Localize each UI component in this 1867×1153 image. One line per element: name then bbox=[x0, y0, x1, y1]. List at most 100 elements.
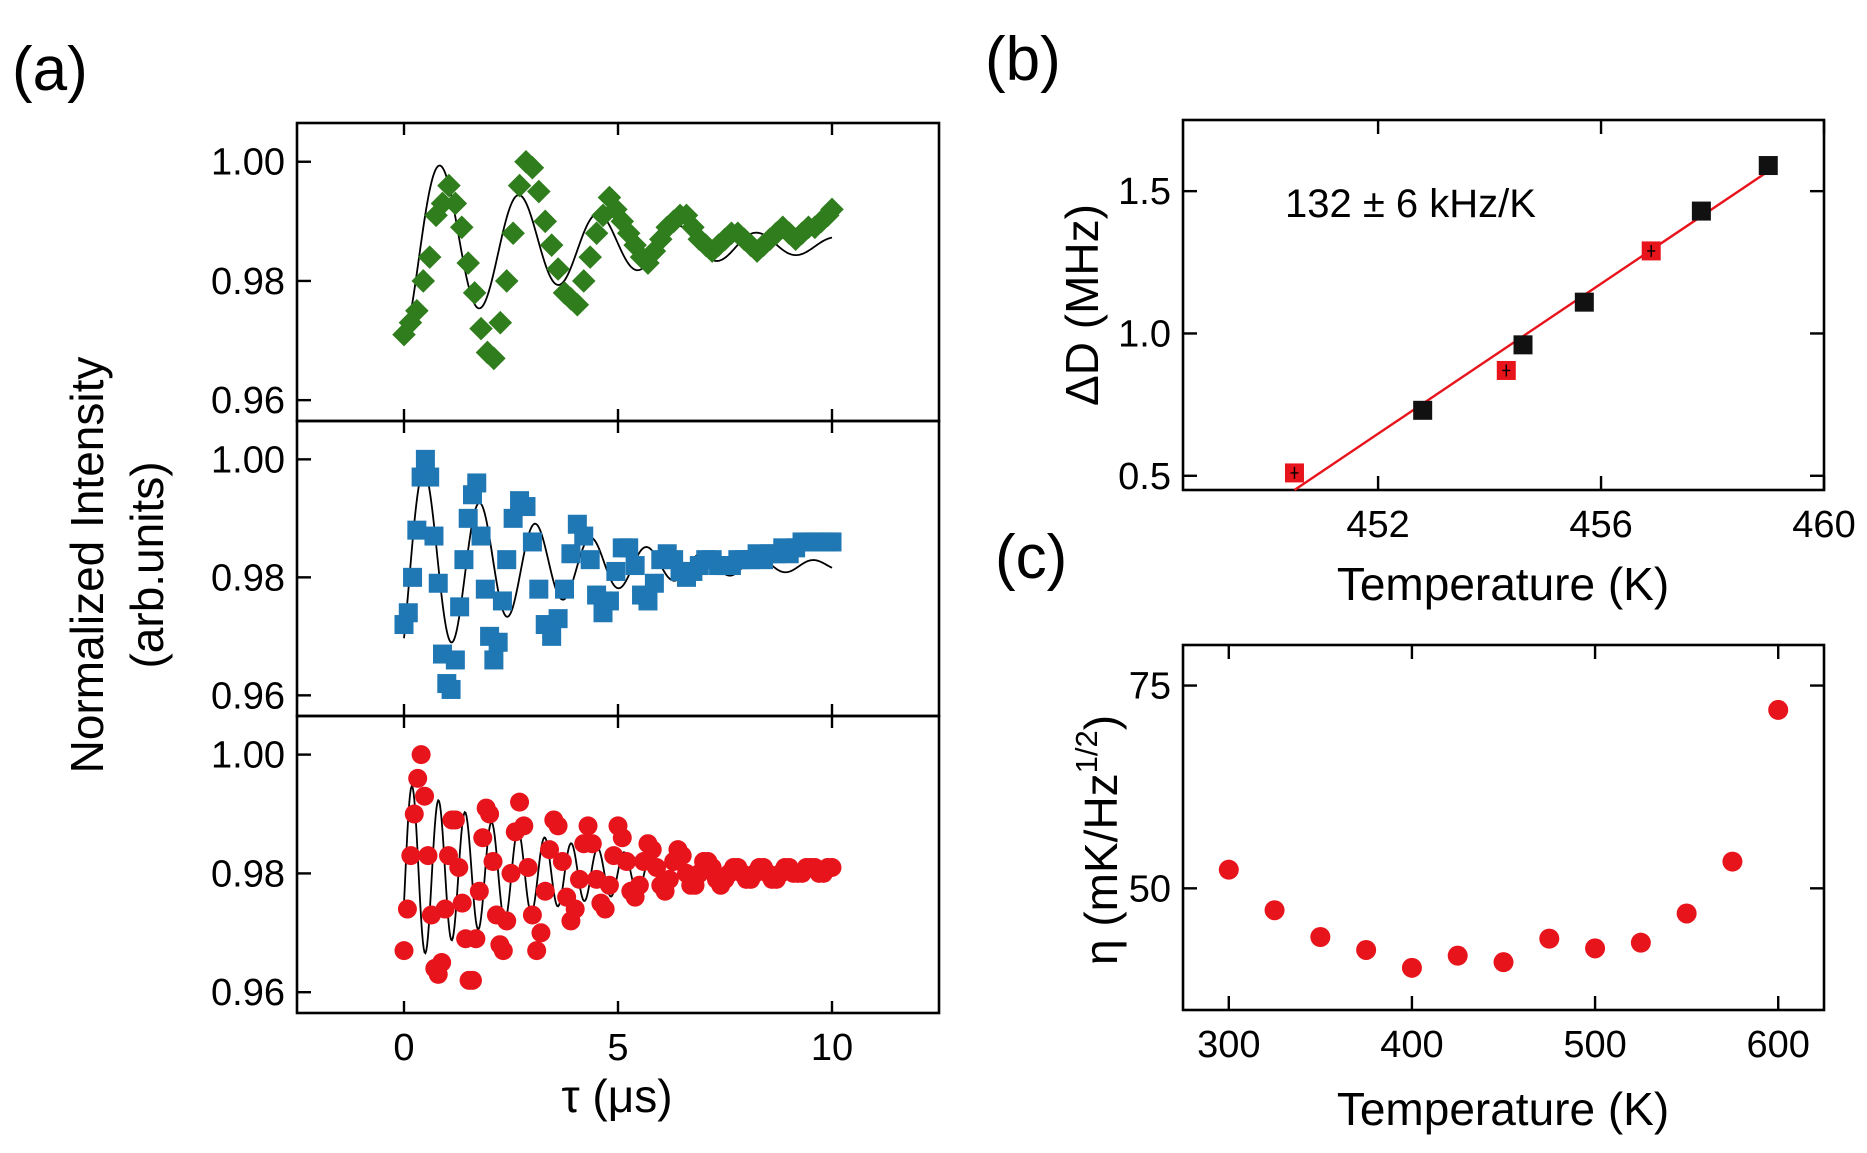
data-point bbox=[555, 579, 574, 599]
data-point bbox=[501, 221, 525, 246]
data-point bbox=[559, 287, 583, 311]
data-point bbox=[619, 538, 639, 558]
data-point bbox=[430, 191, 455, 216]
data-point bbox=[415, 786, 435, 806]
y-tick-label: 1.5 bbox=[1118, 171, 1171, 213]
data-point bbox=[599, 591, 619, 611]
data-point bbox=[418, 846, 438, 866]
data-point bbox=[475, 579, 495, 599]
axes: 0.5 1.0 1.5 452 456 460 bbox=[1118, 120, 1856, 546]
data-point bbox=[612, 828, 632, 848]
data-point bbox=[443, 191, 468, 216]
data-point bbox=[494, 269, 519, 293]
x-tick-label: 0 bbox=[393, 1027, 414, 1069]
panel-label-b: (b) bbox=[985, 25, 1061, 94]
x-tick-label: 5 bbox=[607, 1027, 628, 1069]
series-black bbox=[1413, 156, 1778, 420]
slope-annotation: 132 ± 6 kHz/K bbox=[1285, 182, 1536, 226]
x-axis-ticks: 0 5 10 bbox=[393, 1027, 853, 1069]
data-point bbox=[644, 573, 664, 593]
data-point bbox=[466, 929, 486, 949]
data-point bbox=[484, 650, 504, 670]
data-point bbox=[462, 281, 487, 305]
data-point bbox=[629, 875, 649, 895]
data-point bbox=[529, 579, 549, 599]
data-point bbox=[473, 828, 493, 848]
series-red bbox=[1284, 241, 1661, 483]
data-point bbox=[469, 316, 493, 341]
subplot-bottom: 0.96 0.98 1.00 bbox=[211, 714, 941, 1015]
data-point bbox=[569, 869, 589, 889]
x-axis-title: Temperature (K) bbox=[1337, 1083, 1669, 1135]
data-point bbox=[527, 179, 551, 204]
data-point bbox=[469, 881, 489, 901]
data-point bbox=[471, 526, 491, 546]
data-point bbox=[595, 899, 615, 919]
data-point bbox=[518, 857, 538, 877]
y-tick-label: 0.98 bbox=[211, 853, 285, 895]
data-point bbox=[492, 591, 512, 611]
data-point bbox=[578, 245, 602, 269]
data-point bbox=[456, 251, 480, 275]
data-point bbox=[441, 679, 461, 699]
data-point bbox=[407, 520, 427, 540]
data-point bbox=[599, 875, 619, 895]
data-point bbox=[822, 532, 842, 552]
y-tick-label: 0.96 bbox=[211, 380, 285, 422]
y-tick-label: 0.96 bbox=[211, 675, 285, 717]
data-point bbox=[411, 745, 431, 765]
data-point bbox=[482, 346, 506, 371]
y-tick-label: 0.96 bbox=[211, 972, 285, 1014]
panel-label-c: (c) bbox=[995, 523, 1067, 592]
data-point bbox=[437, 173, 461, 198]
data-point bbox=[1676, 903, 1697, 924]
data-point bbox=[574, 526, 594, 546]
data-point bbox=[1356, 939, 1377, 960]
data-point bbox=[1447, 945, 1468, 966]
data-point bbox=[1722, 851, 1743, 872]
data-point bbox=[580, 550, 600, 570]
data-point bbox=[501, 863, 521, 883]
fit-line bbox=[1293, 170, 1769, 491]
data-point bbox=[445, 650, 465, 670]
data-point bbox=[1218, 859, 1239, 880]
data-point bbox=[507, 173, 532, 198]
data-point bbox=[820, 197, 844, 222]
data-point bbox=[617, 852, 637, 872]
data-point bbox=[458, 508, 478, 528]
panel-label-a: (a) bbox=[12, 35, 88, 104]
y-axis-title-close: ) bbox=[1075, 715, 1127, 730]
data-point bbox=[424, 526, 444, 546]
data-point bbox=[522, 532, 542, 552]
data-point bbox=[1585, 938, 1606, 959]
data-point bbox=[1630, 932, 1651, 953]
y-tick-label: 75 bbox=[1129, 666, 1171, 708]
subplot-middle: 0.96 0.98 1.00 bbox=[211, 419, 941, 717]
data-point bbox=[510, 792, 530, 812]
data-point bbox=[401, 846, 421, 866]
data-point bbox=[822, 857, 842, 877]
data-point bbox=[535, 881, 555, 901]
data-point bbox=[638, 591, 658, 611]
data-point bbox=[445, 810, 465, 830]
data-point bbox=[520, 155, 545, 180]
data-point bbox=[642, 840, 662, 860]
data-point bbox=[1691, 201, 1711, 221]
data-point bbox=[405, 298, 429, 323]
x-tick-label: 600 bbox=[1747, 1024, 1810, 1066]
x-axis-title: Temperature (K) bbox=[1337, 558, 1669, 610]
data-point bbox=[533, 209, 558, 234]
data-point bbox=[1264, 900, 1285, 921]
data-point bbox=[540, 840, 560, 860]
data-point bbox=[522, 905, 542, 925]
data-point bbox=[432, 953, 452, 973]
data-point bbox=[514, 816, 534, 836]
data-point bbox=[452, 893, 472, 913]
x-tick-label: 500 bbox=[1563, 1024, 1626, 1066]
data-point bbox=[1310, 927, 1331, 947]
data-point bbox=[625, 556, 645, 576]
data-point bbox=[552, 852, 572, 872]
data-point bbox=[449, 857, 469, 877]
data-points bbox=[394, 745, 842, 990]
fit-curve bbox=[403, 164, 833, 341]
